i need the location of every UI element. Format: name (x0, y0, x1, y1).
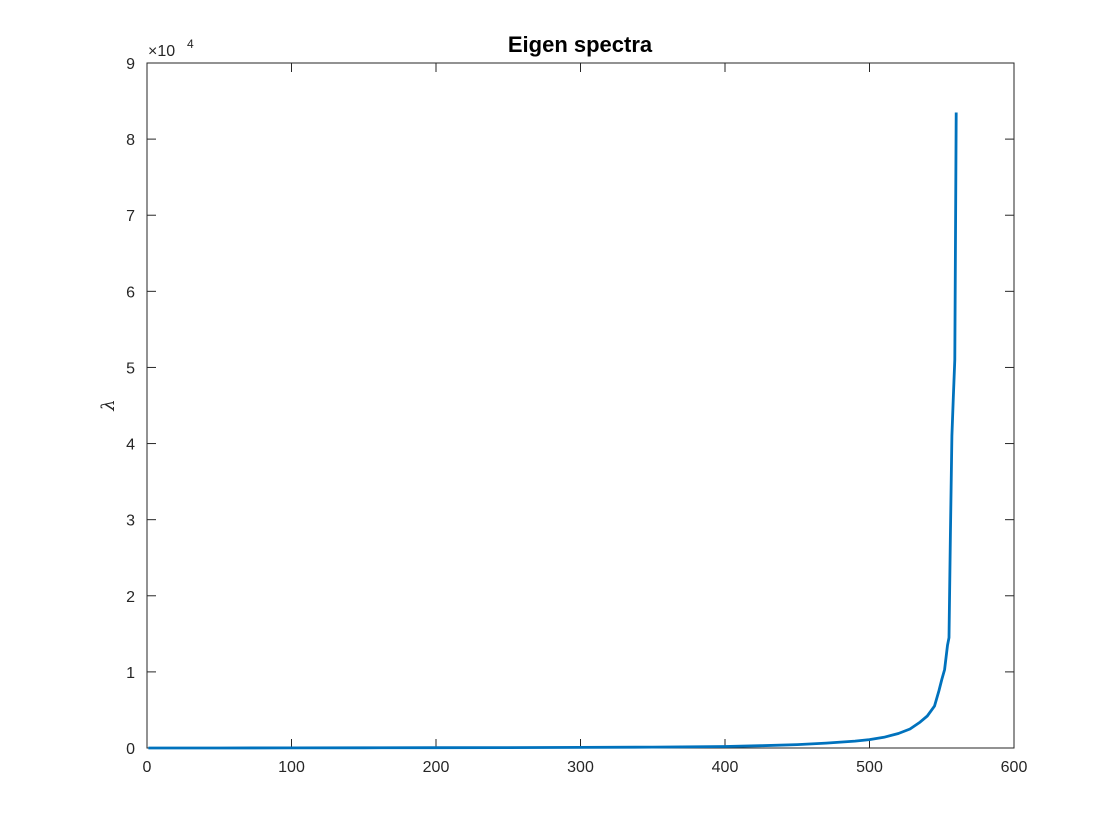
y-tick-label: 1 (126, 665, 135, 682)
y-exponent-base: ×10 (148, 43, 175, 60)
x-tick-label: 400 (712, 759, 739, 776)
axes (146, 62, 1015, 749)
y-axis-exponent: ×10 4 (148, 37, 194, 60)
x-tick-label: 0 (143, 759, 152, 776)
series-line (148, 112, 958, 750)
x-tick-label: 200 (423, 759, 450, 776)
y-tick-label: 4 (126, 437, 135, 454)
y-tick-label: 3 (126, 513, 135, 530)
y-tick-label: 8 (126, 132, 135, 149)
y-tick-label: 6 (126, 284, 135, 301)
x-tick-label: 100 (278, 759, 305, 776)
x-tick-label: 600 (1001, 759, 1028, 776)
x-tick-label: 300 (567, 759, 594, 776)
y-tick-label: 5 (126, 360, 135, 377)
y-axis-label: λ (98, 399, 119, 411)
y-tick-label: 7 (126, 208, 135, 225)
x-tick-label: 500 (856, 759, 883, 776)
y-tick-label: 0 (126, 741, 135, 758)
y-tick-label: 9 (126, 56, 135, 73)
series-group (148, 112, 958, 750)
plot-box (146, 62, 1015, 749)
y-exponent-power: 4 (187, 37, 194, 51)
chart-title: Eigen spectra (508, 32, 653, 57)
y-tick-label: 2 (126, 589, 135, 606)
